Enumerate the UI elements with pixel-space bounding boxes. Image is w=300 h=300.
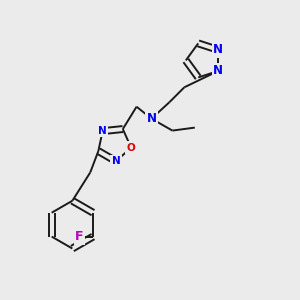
Text: N: N [98, 126, 107, 136]
Text: N: N [213, 44, 223, 56]
Text: O: O [127, 142, 136, 153]
Text: N: N [146, 112, 157, 125]
Text: N: N [112, 156, 120, 166]
Text: N: N [213, 64, 223, 77]
Text: F: F [75, 230, 84, 243]
